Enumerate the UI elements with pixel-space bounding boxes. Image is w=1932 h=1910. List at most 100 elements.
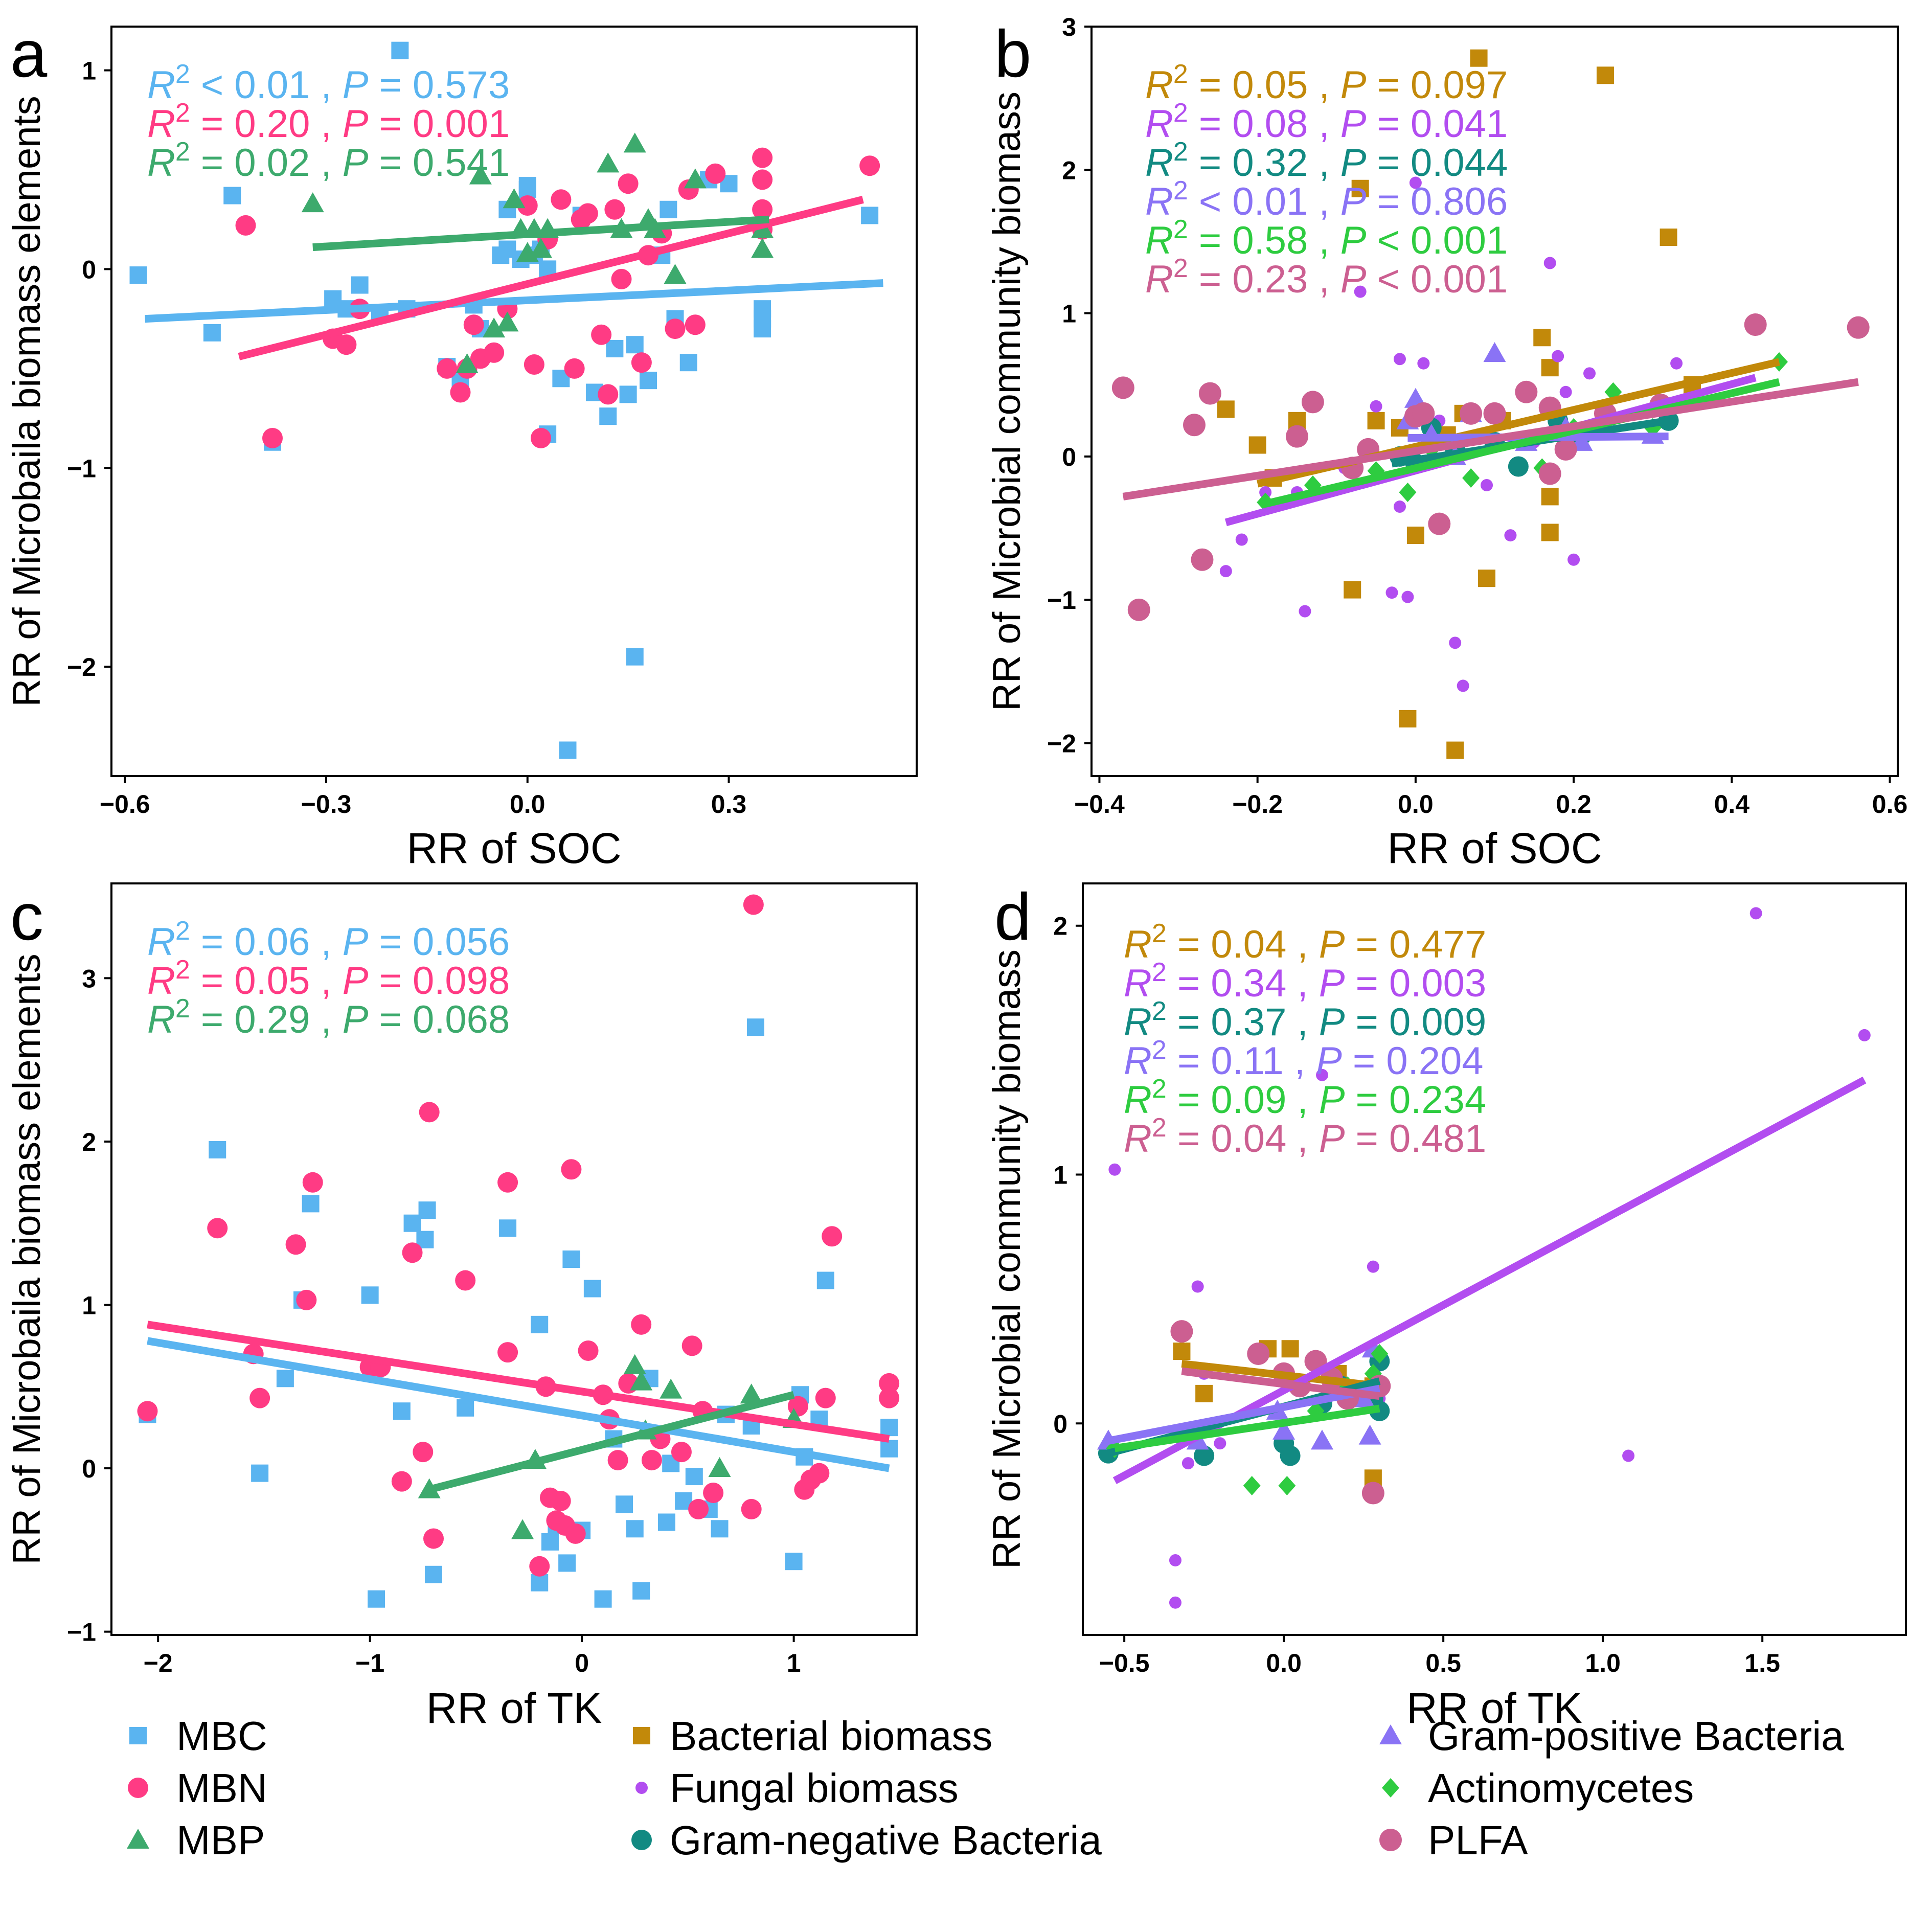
point-MBP — [483, 317, 506, 338]
point-GNB — [1508, 456, 1529, 477]
point-MBN — [671, 1442, 692, 1463]
legend-label-PLFA: PLFA — [1428, 1817, 1528, 1863]
fit-line-PLFA — [1181, 1367, 1380, 1400]
point-PLFA — [1847, 316, 1870, 339]
point-MBN — [336, 334, 357, 355]
point-MBC — [880, 1419, 898, 1437]
legend-label-GPB: Gram-positive Bacteria — [1428, 1713, 1844, 1759]
point-MBN — [604, 199, 625, 220]
point-MBN — [565, 1523, 586, 1544]
plot-frame — [110, 26, 918, 777]
point-MBC — [251, 1464, 269, 1482]
point-MBN — [413, 1442, 434, 1463]
point-ACT — [1371, 1344, 1389, 1363]
point-BAC — [1344, 581, 1361, 599]
point-PLFA — [1198, 382, 1221, 405]
panel-b: b −0.4 −0.2 0.0 0.2 0.4 0.6 −2 −1 0 1 2 3 RR of SOC RR… — [985, 13, 1907, 872]
fit-line-MBP — [428, 1391, 795, 1493]
point-PLFA — [1428, 512, 1451, 535]
point-BAC — [1195, 1384, 1213, 1402]
point-FUN — [1316, 1068, 1329, 1081]
point-MBC — [351, 276, 369, 294]
point-MBN — [618, 173, 639, 194]
point-MBC — [685, 1468, 703, 1486]
legend-marker-BAC — [633, 1727, 650, 1744]
point-MBC — [562, 1250, 580, 1268]
point-MBN — [296, 1289, 317, 1310]
point-MBC — [129, 266, 147, 284]
point-MBN — [607, 1450, 628, 1471]
stat-annotation-MBN: R2 = 0.05 , P = 0.098 — [147, 955, 510, 1003]
stat-annotation-FUN: R2 = 0.08 , P = 0.041 — [1145, 98, 1508, 146]
point-MBN — [641, 1450, 662, 1471]
point-MBN — [631, 1314, 652, 1335]
point-MBP — [456, 353, 479, 374]
point-FUN — [1393, 501, 1406, 513]
y-axis-label: RR of Microbaila biomass elements — [5, 96, 49, 707]
point-MBN — [423, 1528, 444, 1549]
point-FUN — [1385, 586, 1398, 599]
legend-label-GNB: Gram-negative Bacteria — [670, 1817, 1102, 1863]
stat-annotation-MBN: R2 = 0.20 , P = 0.001 — [147, 98, 510, 146]
point-ACT — [1462, 468, 1480, 488]
point-BAC — [1596, 66, 1614, 84]
point-MBC — [276, 1370, 294, 1388]
legend-marker-FUN — [635, 1782, 648, 1794]
legend-label-MBC: MBC — [176, 1713, 267, 1759]
stat-annotation-ACT: R2 = 0.09 , P = 0.234 — [1124, 1074, 1486, 1122]
y-tick-label: 1 — [1053, 1161, 1067, 1190]
point-BAC — [1660, 229, 1677, 246]
point-MBP — [740, 1383, 763, 1404]
point-MBC — [747, 1018, 764, 1036]
point-MBC — [679, 354, 697, 372]
stat-annotation-MBC: R2 = 0.06 , P = 0.056 — [147, 916, 510, 964]
legend-label-FUN: Fungal biomass — [670, 1765, 959, 1811]
stat-annotation-ACT: R2 = 0.58 , P < 0.001 — [1145, 215, 1508, 262]
point-MBN — [551, 189, 572, 210]
point-BAC — [1478, 570, 1496, 587]
fit-line-BAC — [1181, 1359, 1380, 1390]
point-FUN — [1299, 605, 1311, 618]
point-MBP — [597, 152, 620, 173]
point-BAC — [1217, 400, 1235, 418]
point-FUN — [1567, 553, 1580, 566]
point-MBN — [859, 155, 880, 176]
point-MBN — [419, 1102, 440, 1123]
point-MBN — [685, 314, 706, 335]
x-tick-label: 1 — [787, 1649, 801, 1677]
point-PLFA — [1127, 598, 1150, 621]
point-MBC — [861, 207, 879, 224]
point-GPB — [1272, 1419, 1295, 1440]
point-MBN — [302, 1172, 323, 1193]
point-MBP — [530, 238, 552, 258]
x-tick-label: 0.6 — [1872, 790, 1908, 818]
point-MBC — [457, 1399, 474, 1417]
point-PLFA — [1412, 402, 1435, 425]
point-MBC — [880, 1440, 898, 1458]
point-MBC — [368, 1590, 385, 1608]
x-tick-label: −0.6 — [100, 790, 150, 818]
stat-annotation-GNB: R2 = 0.32 , P = 0.044 — [1145, 137, 1508, 185]
point-FUN — [1559, 385, 1572, 398]
point-MBC — [626, 648, 644, 666]
y-tick-label: 2 — [1053, 912, 1067, 941]
legend-marker-MBN — [128, 1778, 148, 1798]
point-FUN — [1367, 1260, 1379, 1273]
legend-marker-PLFA — [1379, 1829, 1402, 1851]
point-GPB — [1358, 1424, 1381, 1445]
data-layer — [1097, 907, 1871, 1609]
point-MBN — [577, 203, 598, 224]
legend-label-MBN: MBN — [176, 1765, 267, 1811]
point-MBN — [688, 1498, 709, 1519]
point-MBP — [623, 132, 646, 153]
point-MBP — [511, 1519, 534, 1539]
point-MBN — [455, 1270, 476, 1291]
point-PLFA — [1301, 391, 1324, 414]
stat-annotation-BAC: R2 = 0.05 , P = 0.097 — [1145, 59, 1508, 107]
point-MBC — [203, 324, 221, 342]
fit-line-GPB — [1107, 1384, 1380, 1445]
point-MBC — [209, 1141, 226, 1158]
point-MBN — [561, 1159, 582, 1180]
point-MBC — [626, 336, 644, 354]
plot-frame — [1082, 882, 1907, 1636]
